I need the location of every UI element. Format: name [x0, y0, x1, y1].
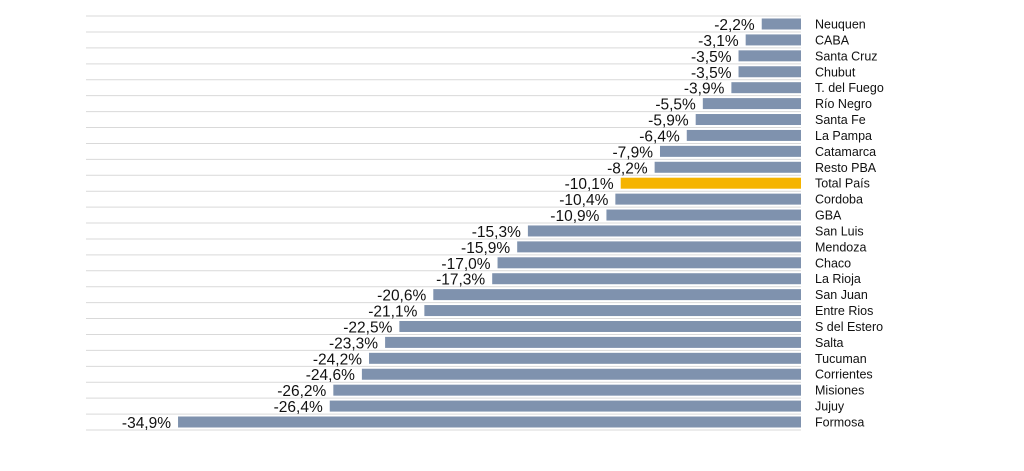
bar [424, 305, 801, 317]
bar [361, 368, 801, 380]
value-label: -21,1% [368, 304, 417, 321]
value-label: -24,2% [313, 351, 362, 368]
bar [399, 320, 801, 332]
bar [369, 352, 801, 364]
bar [333, 384, 801, 396]
value-label: -8,2% [607, 160, 648, 177]
category-label: Santa Fe [815, 113, 866, 127]
value-label: -5,5% [655, 97, 696, 114]
category-label: Neuquen [815, 18, 866, 32]
value-label: -17,0% [441, 256, 490, 273]
value-label: -17,3% [436, 272, 485, 289]
bar [702, 98, 801, 110]
value-label: -26,4% [274, 399, 323, 416]
category-label: Resto PBA [815, 161, 877, 175]
category-label: Total País [815, 177, 870, 191]
category-label: Tucuman [815, 352, 867, 366]
bar [492, 273, 801, 285]
value-label: -3,5% [691, 49, 732, 66]
value-label: -26,2% [277, 383, 326, 400]
bar [527, 225, 801, 237]
category-label: Mendoza [815, 240, 866, 254]
category-label: Formosa [815, 416, 864, 430]
bar-highlight [620, 177, 801, 189]
bar [178, 416, 801, 428]
category-label: San Juan [815, 288, 868, 302]
category-label: Catamarca [815, 145, 876, 159]
value-label: -5,9% [648, 113, 689, 130]
bar [738, 66, 801, 78]
category-label: Misiones [815, 384, 864, 398]
value-label: -6,4% [639, 128, 680, 145]
bar [433, 289, 801, 301]
category-label: Chubut [815, 65, 856, 79]
category-label: CABA [815, 33, 850, 47]
category-label: GBA [815, 209, 842, 223]
category-label: Chaco [815, 256, 851, 270]
bar [329, 400, 801, 412]
bar [615, 193, 801, 205]
value-label: -10,1% [565, 176, 614, 193]
category-label: Entre Rios [815, 304, 873, 318]
bar [738, 50, 801, 62]
category-label: Cordoba [815, 193, 863, 207]
value-label: -15,9% [461, 240, 510, 257]
value-label: -34,9% [122, 415, 171, 432]
bar [497, 257, 801, 269]
bar [761, 18, 801, 30]
value-label: -15,3% [472, 224, 521, 241]
bar [606, 209, 801, 221]
bar [385, 336, 801, 348]
category-label: San Luis [815, 224, 864, 238]
value-label: -3,9% [684, 81, 725, 98]
bar [654, 161, 801, 173]
category-label: Santa Cruz [815, 49, 878, 63]
bar [517, 241, 801, 253]
value-label: -3,5% [691, 65, 732, 82]
bar [659, 145, 801, 157]
value-label: -24,6% [306, 367, 355, 384]
value-label: -10,9% [550, 208, 599, 225]
bar [731, 82, 801, 94]
value-label: -3,1% [698, 33, 739, 50]
value-label: -23,3% [329, 335, 378, 352]
value-label: -7,9% [612, 144, 653, 161]
category-label: S del Estero [815, 320, 883, 334]
bar [695, 114, 801, 126]
value-label: -10,4% [559, 192, 608, 209]
category-label: T. del Fuego [815, 81, 884, 95]
category-label: La Rioja [815, 272, 861, 286]
category-label: Jujuy [815, 400, 845, 414]
category-label: Corrientes [815, 368, 873, 382]
category-label: La Pampa [815, 129, 872, 143]
bar [686, 129, 801, 141]
bar [745, 34, 801, 46]
category-label: Salta [815, 336, 844, 350]
value-label: -20,6% [377, 288, 426, 305]
category-label: Río Negro [815, 97, 872, 111]
value-label: -22,5% [343, 319, 392, 336]
value-label: -2,2% [714, 17, 755, 34]
